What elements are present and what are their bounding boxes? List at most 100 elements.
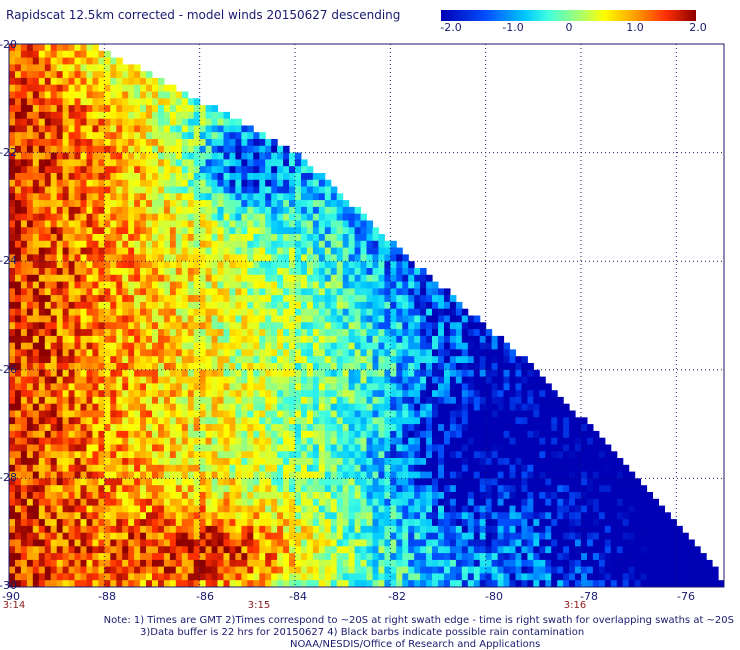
wind-cell [360, 308, 367, 316]
wind-cell [354, 254, 362, 262]
wind-cell [193, 145, 201, 154]
wind-cell [515, 498, 522, 507]
wind-cell [181, 118, 189, 126]
wind-cell [271, 498, 278, 507]
wind-cell [110, 498, 117, 507]
wind-cell [277, 519, 284, 527]
wind-cell [330, 498, 338, 507]
wind-cell [50, 71, 58, 79]
wind-cell [336, 315, 344, 323]
wind-cell [9, 132, 16, 140]
wind-cell [449, 356, 457, 364]
wind-cell [503, 512, 510, 520]
wind-cell [104, 451, 111, 459]
wind-cell [348, 247, 356, 255]
wind-cell [152, 125, 159, 133]
wind-cell [169, 478, 177, 486]
wind-cell [283, 281, 290, 289]
wind-cell [301, 179, 308, 188]
wind-cell [360, 261, 367, 269]
wind-cell [56, 179, 64, 188]
wind-cell [104, 430, 111, 439]
wind-cell [193, 376, 201, 384]
wind-cell [467, 505, 475, 513]
wind-cell [491, 356, 499, 364]
wind-cell [116, 383, 123, 391]
wind-cell [158, 369, 165, 378]
wind-cell [217, 118, 224, 126]
wind-cell [312, 308, 320, 316]
wind-cell [104, 193, 111, 201]
wind-cell [211, 376, 219, 384]
wind-cell [366, 268, 373, 276]
wind-cell [110, 342, 117, 350]
wind-cell [20, 485, 28, 493]
wind-cell [604, 492, 612, 500]
wind-cell [360, 349, 367, 357]
wind-cell [158, 145, 165, 154]
wind-cell [217, 166, 224, 174]
wind-cell [229, 220, 236, 228]
wind-cell [116, 376, 123, 384]
wind-cell [432, 430, 439, 439]
wind-cell [229, 417, 236, 425]
wind-cell [527, 485, 534, 493]
wind-cell [181, 430, 189, 439]
wind-cell [122, 111, 129, 120]
wind-cell [116, 390, 123, 398]
wind-cell [312, 247, 320, 255]
wind-cell [545, 464, 552, 473]
wind-cell [104, 410, 111, 418]
wind-cell [187, 505, 195, 513]
wind-cell [545, 451, 552, 459]
wind-cell [217, 498, 224, 507]
wind-cell [318, 240, 326, 249]
wind-cell [104, 50, 111, 59]
wind-cell [598, 451, 606, 459]
wind-cell [390, 512, 397, 520]
wind-cell [62, 84, 70, 92]
wind-cell [390, 315, 397, 323]
wind-cell [15, 44, 22, 52]
wind-cell [515, 403, 522, 411]
wind-cell [26, 437, 34, 445]
wind-cell [80, 71, 87, 79]
wind-cell [324, 213, 332, 221]
wind-cell [15, 57, 22, 65]
wind-cell [44, 308, 52, 316]
wind-cell [378, 281, 385, 289]
wind-cell [32, 505, 40, 513]
wind-cell [295, 478, 302, 486]
wind-cell [110, 159, 117, 167]
wind-cell [509, 369, 516, 378]
wind-cell [169, 403, 177, 411]
wind-cell [38, 478, 46, 486]
wind-cell [229, 369, 236, 378]
wind-cell [158, 430, 165, 439]
wind-cell [223, 437, 230, 445]
wind-cell [295, 458, 302, 466]
wind-cell [354, 369, 362, 378]
wind-cell [396, 396, 403, 405]
wind-cell [20, 91, 28, 99]
wind-cell [92, 77, 99, 86]
wind-cell [163, 268, 171, 276]
wind-cell [420, 498, 427, 507]
wind-cell [420, 281, 427, 289]
wind-cell [110, 512, 117, 520]
wind-cell [187, 464, 195, 473]
wind-cell [110, 125, 117, 133]
wind-cell [336, 200, 344, 208]
wind-cell [158, 281, 165, 289]
wind-cell [199, 471, 207, 479]
wind-cell [56, 458, 64, 466]
wind-cell [211, 288, 219, 296]
wind-cell [265, 268, 272, 276]
wind-cell [390, 261, 397, 269]
wind-cell [235, 166, 242, 174]
wind-cell [247, 220, 254, 228]
wind-cell [366, 301, 373, 310]
wind-cell [247, 485, 254, 493]
wind-cell [485, 505, 493, 513]
wind-cell [420, 444, 427, 452]
